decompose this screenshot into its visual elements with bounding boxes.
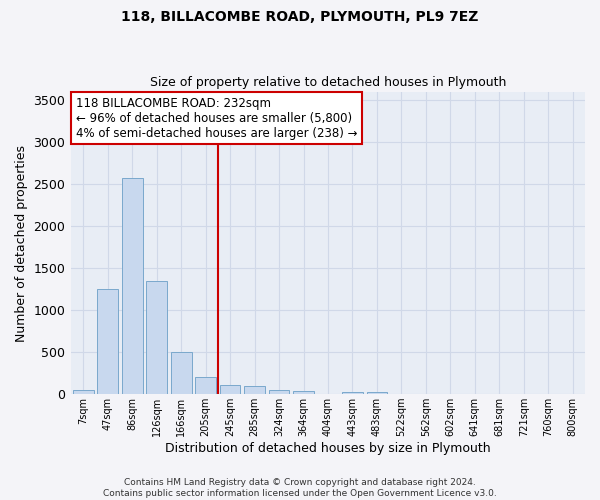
Bar bbox=[342, 392, 363, 394]
Text: Contains HM Land Registry data © Crown copyright and database right 2024.
Contai: Contains HM Land Registry data © Crown c… bbox=[103, 478, 497, 498]
Title: Size of property relative to detached houses in Plymouth: Size of property relative to detached ho… bbox=[150, 76, 506, 90]
Bar bbox=[220, 385, 241, 394]
Bar bbox=[293, 391, 314, 394]
Bar bbox=[269, 390, 289, 394]
Bar bbox=[195, 378, 216, 394]
Text: 118 BILLACOMBE ROAD: 232sqm
← 96% of detached houses are smaller (5,800)
4% of s: 118 BILLACOMBE ROAD: 232sqm ← 96% of det… bbox=[76, 96, 358, 140]
Text: 118, BILLACOMBE ROAD, PLYMOUTH, PL9 7EZ: 118, BILLACOMBE ROAD, PLYMOUTH, PL9 7EZ bbox=[121, 10, 479, 24]
X-axis label: Distribution of detached houses by size in Plymouth: Distribution of detached houses by size … bbox=[165, 442, 491, 455]
Bar bbox=[171, 352, 191, 394]
Bar bbox=[97, 290, 118, 394]
Bar bbox=[367, 392, 388, 394]
Bar bbox=[122, 178, 143, 394]
Bar bbox=[244, 386, 265, 394]
Bar bbox=[146, 281, 167, 394]
Y-axis label: Number of detached properties: Number of detached properties bbox=[15, 144, 28, 342]
Bar bbox=[73, 390, 94, 394]
